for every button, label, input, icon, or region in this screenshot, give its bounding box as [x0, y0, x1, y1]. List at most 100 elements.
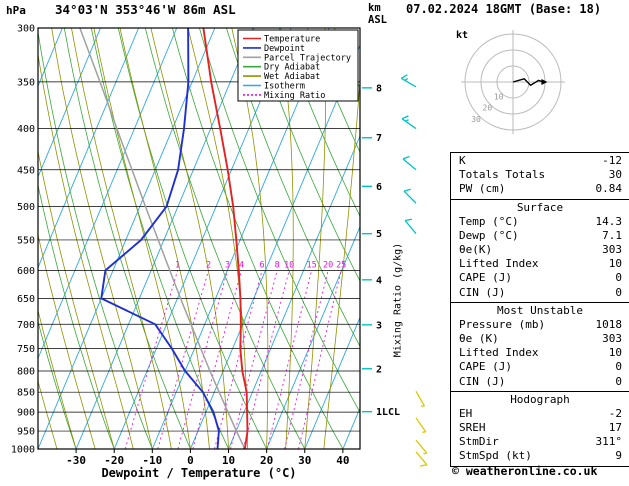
wind-barb-staff [415, 451, 428, 466]
stat-row: θe (K) 303 [451, 332, 629, 346]
stat-value: 311° [595, 435, 623, 449]
wind-barb-staff [415, 391, 426, 407]
stat-row: Lifted Index 10 [451, 257, 629, 271]
isotherm-line [38, 28, 216, 449]
mixing-ratio-value-label: 1 [175, 260, 180, 270]
stat-value: 14.3 [595, 214, 623, 228]
stats-section: Most Unstable Pressure (mb) 1018 θe (K) 303 L… [451, 301, 629, 391]
stat-value: 10 [608, 346, 622, 360]
stat-row: CIN (J) 0 [451, 375, 629, 389]
dry-adiabat-line [253, 28, 360, 282]
wind-barb-full [402, 155, 410, 160]
pressure-tick-label: 900 [17, 408, 35, 419]
wind-barb-full [419, 464, 428, 467]
stat-value: 0 [615, 285, 622, 299]
stat-label: CAPE (J) [459, 360, 512, 374]
dry-adiabat-line [38, 319, 77, 449]
stat-row: StmSpd (kt) 9 [451, 449, 629, 463]
mixing-ratio-value-label: 20 [323, 260, 333, 270]
isotherm-line [266, 225, 360, 449]
legend-label: Isotherm [264, 82, 305, 92]
wind-barb-staff [403, 190, 417, 204]
pressure-tick-label: 750 [17, 344, 35, 355]
credit-text[interactable]: © weatheronline.co.uk [452, 464, 598, 478]
temp-tick-label: 0 [187, 454, 194, 467]
stat-label: θe(K) [459, 243, 493, 257]
parcel-trajectory-line [79, 28, 246, 449]
stat-row: Pressure (mb) 1018 [451, 318, 629, 332]
temp-tick-label: 20 [260, 454, 273, 467]
wind-barb-full [403, 188, 411, 192]
stat-value: 30 [608, 168, 622, 182]
pressure-tick-label: 350 [17, 77, 35, 88]
hodograph-unit-label: kt [456, 30, 468, 41]
stat-value: 0 [615, 360, 622, 374]
temperature-line [202, 28, 249, 449]
stats-section: Surface Temp (°C) 14.3 Dewp (°C) 7.1 θe(K) 303… [451, 198, 629, 302]
wind-barb-staff [401, 118, 417, 130]
legend-label: Dewpoint [264, 44, 305, 54]
stats-panel: K -12 Totals Totals 30 PW (cm) 0.84 Surface Tem… [450, 152, 629, 467]
wind-barb [415, 439, 428, 455]
pressure-tick-label: 550 [17, 235, 35, 246]
stat-value: 303 [602, 243, 622, 257]
stat-row: CAPE (J) 0 [451, 360, 629, 374]
pressure-tick-label: 300 [17, 24, 35, 35]
hodograph-trace [512, 78, 544, 87]
temp-tick-label: -10 [142, 454, 162, 467]
stat-row: θe(K) 303 [451, 243, 629, 257]
pressure-tick-label: 850 [17, 388, 35, 399]
wind-barb-full [404, 218, 413, 222]
stat-value: 10 [608, 257, 622, 271]
mixing-ratio-value-label: 6 [260, 260, 265, 270]
stat-row: PW (cm) 0.84 [451, 182, 629, 196]
dewpoint-line [100, 28, 220, 449]
stat-value: 17 [608, 421, 622, 435]
stats-section: K -12 Totals Totals 30 PW (cm) 0.84 [451, 153, 629, 199]
stats-section-title: Most Unstable [496, 303, 584, 317]
isotherm-line [304, 316, 360, 449]
stat-value: 7.1 [602, 228, 622, 242]
wind-barb-half [404, 78, 409, 81]
stat-label: StmSpd (kt) [459, 449, 532, 463]
pressure-tick-label: 450 [17, 165, 35, 176]
lcl-label: 1LCL [376, 407, 400, 418]
isotherm-line [38, 28, 178, 360]
legend-label: Dry Adiabat [264, 63, 320, 73]
altitude-axis-unit: km ASL [368, 2, 387, 26]
wind-barb-full [400, 74, 408, 79]
wind-barb-staff [400, 77, 417, 88]
wind-barb-staff [415, 439, 428, 454]
stat-value: 0 [615, 271, 622, 285]
hodograph-ring [464, 33, 562, 131]
temp-tick-label: -30 [66, 454, 86, 467]
stat-label: StmDir [459, 435, 499, 449]
stat-row: K -12 [451, 154, 629, 168]
stat-row: Temp (°C) 14.3 [451, 215, 629, 229]
pressure-tick-label: 700 [17, 320, 35, 331]
wind-barb-full [401, 115, 409, 120]
pressure-tick-label: 650 [17, 294, 35, 305]
stat-label: Pressure (mb) [459, 317, 546, 331]
pressure-tick-label: 950 [17, 427, 35, 438]
mixing-ratio-line [157, 270, 209, 449]
pressure-tick-label: 500 [17, 202, 35, 213]
altitude-tick-label: 4 [376, 275, 382, 286]
stat-label: Temp (°C) [459, 214, 519, 228]
wind-barb-staff [402, 158, 417, 171]
stat-label: Totals Totals [459, 168, 546, 182]
wind-barb-half [423, 452, 428, 455]
stats-section-title: Hodograph [510, 392, 570, 406]
stat-row: EH -2 [451, 407, 629, 421]
stat-label: PW (cm) [459, 182, 506, 196]
isotherm-line [228, 134, 360, 449]
legend-label: Parcel Trajectory [264, 53, 351, 63]
datetime-title: 07.02.2024 18GMT (Base: 18) [406, 2, 602, 16]
wind-barb [415, 451, 428, 467]
stat-row: CAPE (J) 0 [451, 271, 629, 285]
stat-label: θe (K) [459, 332, 499, 346]
temp-tick-label: 30 [298, 454, 311, 467]
